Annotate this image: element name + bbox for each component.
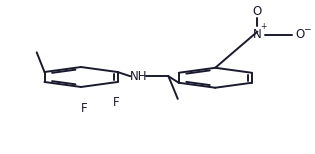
Text: +: +: [261, 22, 267, 31]
Text: NH: NH: [130, 70, 147, 83]
Text: F: F: [113, 96, 119, 109]
Text: O: O: [295, 28, 304, 41]
Text: F: F: [81, 102, 88, 115]
Text: −: −: [303, 24, 311, 33]
Text: N: N: [253, 28, 262, 41]
Text: O: O: [253, 6, 262, 18]
